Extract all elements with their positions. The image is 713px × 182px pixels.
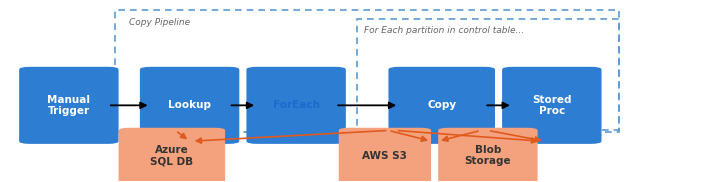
FancyBboxPatch shape (118, 128, 225, 182)
Text: Copy Pipeline: Copy Pipeline (129, 17, 190, 27)
FancyBboxPatch shape (502, 67, 602, 144)
FancyBboxPatch shape (339, 128, 431, 182)
Text: AWS S3: AWS S3 (362, 151, 407, 161)
Text: Lookup: Lookup (168, 100, 211, 110)
Text: ForEach: ForEach (272, 100, 319, 110)
FancyBboxPatch shape (19, 67, 118, 144)
Text: Manual
Trigger: Manual Trigger (47, 94, 91, 116)
FancyBboxPatch shape (438, 128, 538, 182)
FancyBboxPatch shape (389, 67, 495, 144)
Text: Stored
Proc: Stored Proc (532, 94, 572, 116)
Text: Azure
SQL DB: Azure SQL DB (150, 145, 193, 166)
Text: For Each partition in control table...: For Each partition in control table... (364, 26, 524, 35)
FancyBboxPatch shape (140, 67, 240, 144)
Text: Blob
Storage: Blob Storage (465, 145, 511, 166)
Text: Copy: Copy (427, 100, 456, 110)
FancyBboxPatch shape (247, 67, 346, 144)
